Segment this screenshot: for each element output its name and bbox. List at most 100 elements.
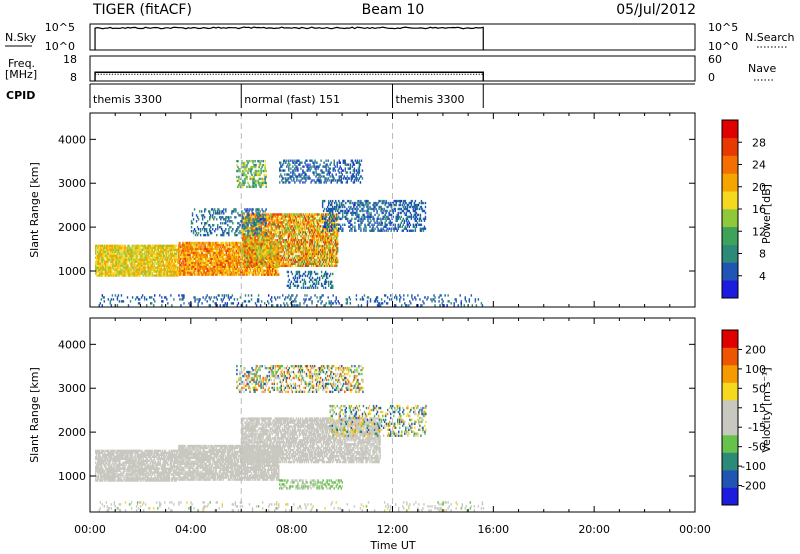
heatmap-cell [211, 269, 213, 272]
heatmap-cell [305, 262, 308, 266]
heatmap-cell [281, 246, 283, 250]
heatmap-cell [204, 261, 206, 264]
heatmap-cell [108, 274, 110, 277]
heatmap-cell [200, 261, 202, 264]
heatmap-cell [150, 266, 152, 269]
heatmap-cell [154, 268, 156, 271]
heatmap-cell [265, 225, 267, 228]
heatmap-cell [148, 244, 150, 248]
heatmap-cell [140, 250, 142, 253]
heatmap-cell [101, 244, 103, 248]
heatmap-cell [264, 269, 267, 272]
heatmap-cell [248, 240, 250, 244]
heatmap-cell [319, 264, 322, 268]
heatmap-cell [271, 273, 273, 276]
heatmap-cell [255, 163, 257, 167]
heatmap-cell [195, 255, 197, 259]
heatmap-cell [308, 229, 311, 232]
heatmap-cell [273, 254, 275, 258]
heatmap-cell [295, 250, 298, 254]
heatmap-cell [312, 215, 315, 218]
heatmap-cell [141, 268, 143, 271]
heatmap-cell [208, 259, 210, 262]
heatmap-cell [324, 246, 327, 250]
heatmap-cell [313, 215, 316, 218]
heatmap-cell [335, 227, 337, 230]
heatmap-cell [318, 217, 321, 220]
heatmap-cell [202, 243, 204, 247]
heatmap-cell [120, 248, 122, 251]
heatmap-cell [253, 238, 255, 242]
heatmap-cell [105, 252, 107, 255]
heatmap-cell [107, 258, 109, 261]
heatmap-cell [318, 250, 321, 254]
heatmap-cell [172, 272, 175, 275]
heatmap-cell [119, 272, 121, 275]
heatmap-cell [308, 248, 311, 252]
heatmap-cell [225, 257, 228, 260]
heatmap-cell [306, 250, 309, 254]
heatmap-cell [316, 264, 319, 268]
heatmap-cell [264, 256, 266, 260]
heatmap-cell [168, 260, 171, 263]
heatmap-cell [116, 272, 118, 275]
heatmap-cell [292, 248, 295, 252]
heatmap-cell [267, 264, 269, 268]
heatmap-cell [301, 258, 304, 262]
heatmap-cell [279, 260, 281, 264]
heatmap-cell [254, 271, 257, 274]
heatmap-cell [238, 263, 241, 266]
heatmap-cell [236, 247, 239, 251]
heatmap-cell [144, 264, 146, 267]
heatmap-cell [312, 260, 315, 264]
heatmap-cell [229, 253, 232, 257]
heatmap-cell [229, 255, 232, 259]
heatmap-cell [225, 259, 228, 262]
heatmap-cell [319, 252, 322, 256]
heatmap-cell [232, 243, 235, 247]
heatmap-cell [106, 244, 108, 248]
heatmap-cell [227, 267, 230, 270]
heatmap-cell [255, 254, 257, 258]
heatmap-cell [105, 274, 107, 277]
heatmap-cell [292, 227, 295, 230]
heatmap-cell [180, 271, 182, 274]
heatmap-cell [270, 215, 272, 218]
heatmap-cell [145, 262, 147, 265]
heatmap-cell [220, 259, 222, 262]
heatmap-cell [103, 246, 105, 250]
heatmap-cell [313, 213, 316, 216]
heatmap-cell [249, 250, 251, 254]
heatmap-cell [282, 221, 284, 224]
heatmap-cell [281, 250, 283, 254]
heatmap-cell [214, 251, 216, 255]
heatmap-cell [237, 253, 240, 257]
heatmap-cell [324, 260, 327, 264]
heatmap-cell [184, 247, 186, 251]
heatmap-cell [185, 247, 187, 251]
heatmap-cell [289, 227, 292, 230]
heatmap-cell [209, 247, 211, 251]
heatmap-cell [173, 256, 176, 259]
heatmap-cell [314, 248, 317, 252]
heatmap-cell [182, 253, 184, 257]
heatmap-cell [183, 265, 185, 268]
heatmap-cell [313, 254, 316, 258]
heatmap-cell [332, 219, 334, 222]
heatmap-cell [335, 225, 337, 228]
heatmap-cell [324, 235, 327, 238]
heatmap-cell [114, 262, 116, 265]
heatmap-cell [308, 254, 311, 258]
heatmap-cell [260, 267, 263, 270]
heatmap-cell [100, 252, 102, 255]
heatmap-cell [146, 244, 148, 248]
heatmap-cell [217, 271, 219, 274]
heatmap-cell [159, 260, 161, 263]
heatmap-cell [194, 257, 196, 260]
heatmap-cell [199, 245, 201, 249]
heatmap-cell [108, 256, 110, 259]
heatmap-cell [281, 238, 283, 242]
heatmap-cell [324, 213, 327, 216]
heatmap-cell [119, 274, 121, 277]
heatmap-cell [110, 254, 112, 257]
